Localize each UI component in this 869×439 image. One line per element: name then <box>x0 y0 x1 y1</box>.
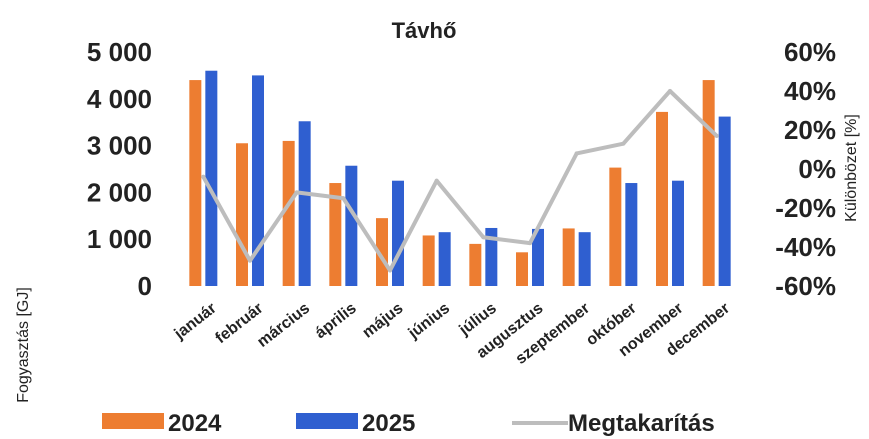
bar-2025 <box>625 183 638 286</box>
bar-2024 <box>702 80 715 286</box>
y2-tick-label: 20% <box>784 115 836 145</box>
chart-title: Távhő <box>392 18 457 43</box>
bar-2025 <box>252 75 264 287</box>
point-Megtakarítás <box>528 241 532 246</box>
y2-tick-label: 60% <box>784 37 836 67</box>
bar-2024 <box>656 111 668 287</box>
bar-2025 <box>672 180 684 286</box>
plot-area: 0 1 000 2 000 3 000 4 000 5 000 -60% -40% -20% 0%… <box>87 37 836 368</box>
bar-2024 <box>376 218 388 286</box>
bar-2024 <box>562 228 575 286</box>
point-Megtakarítás <box>248 258 252 263</box>
point-Megtakarítás <box>668 89 672 93</box>
y-axis-label: Fogyasztás [GJ] <box>15 287 32 403</box>
bar-2025 <box>532 228 544 286</box>
x-tick-label: január <box>171 300 220 344</box>
x-tick-label: május <box>360 300 407 342</box>
bar-2025 <box>345 165 358 286</box>
legend-label-2025: 2025 <box>362 410 415 437</box>
y2-tick-label: 0% <box>798 154 836 184</box>
point-Megtakarítás <box>714 133 719 138</box>
point-Megtakarítás <box>481 235 486 240</box>
y2-tick-label: -20% <box>775 193 836 223</box>
bar-2024 <box>609 167 622 286</box>
bar-2025 <box>438 232 451 286</box>
y2-tick-label: -40% <box>775 232 836 262</box>
bar-2024 <box>282 140 295 286</box>
x-tick-label: március <box>254 300 313 351</box>
point-Megtakarítás <box>621 141 626 146</box>
legend: 2024 2025 Megtakarítás <box>102 410 715 437</box>
bar-2024 <box>236 143 248 286</box>
x-tick-label: június <box>405 300 453 343</box>
bar-2025 <box>392 180 404 286</box>
bar-2024 <box>329 183 342 286</box>
legend-label-2024: 2024 <box>168 410 222 437</box>
bar-2024 <box>189 80 202 286</box>
x-tick-label: április <box>312 300 360 342</box>
y-tick-label: 4 000 <box>87 84 152 114</box>
bar-2024 <box>422 235 435 286</box>
bar-2025 <box>298 121 311 286</box>
bar-2025 <box>485 227 498 286</box>
y-tick-label: 5 000 <box>87 37 152 67</box>
point-Megtakarítás <box>574 151 579 156</box>
bar-2025 <box>718 116 731 286</box>
bar-2024 <box>469 243 482 286</box>
line-Megtakarítás <box>201 89 719 273</box>
y2-tick-label: -60% <box>775 271 836 301</box>
legend-swatch-2025 <box>296 413 358 429</box>
bar-2024 <box>516 252 528 286</box>
y-tick-label: 3 000 <box>87 131 152 161</box>
y2-axis-label: Különbözet [%] <box>843 114 860 222</box>
point-Megtakarítás <box>388 268 392 273</box>
legend-swatch-2024 <box>102 413 164 429</box>
point-Megtakarítás <box>201 174 206 179</box>
point-Megtakarítás <box>294 190 299 195</box>
point-Megtakarítás <box>341 196 346 201</box>
bar-2025 <box>578 232 591 286</box>
y-tick-label: 1 000 <box>87 224 152 254</box>
bar-2025 <box>205 70 218 286</box>
y2-tick-label: 40% <box>784 76 836 106</box>
point-Megtakarítás <box>434 178 439 183</box>
y-tick-label: 0 <box>138 271 152 301</box>
legend-label-megtakaritas: Megtakarítás <box>568 410 715 437</box>
y-tick-label: 2 000 <box>87 177 152 207</box>
